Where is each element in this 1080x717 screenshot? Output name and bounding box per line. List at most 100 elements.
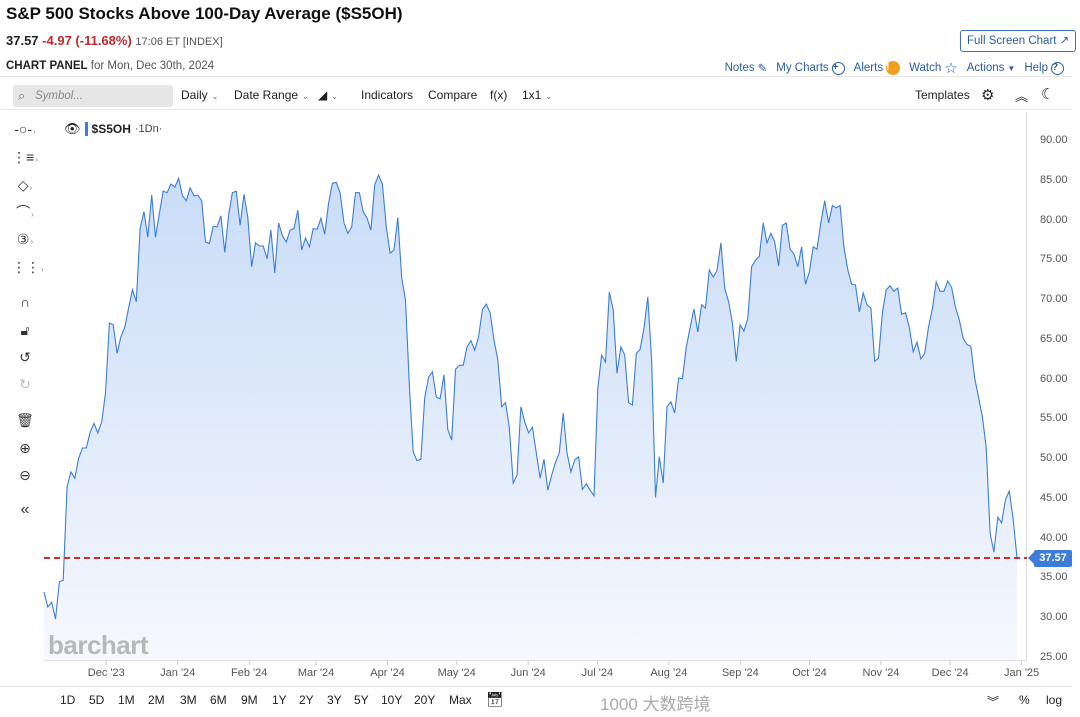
undo-icon[interactable]: ↺ [19, 349, 31, 365]
range-button-1y[interactable]: 1Y [272, 693, 287, 707]
chevron-down-icon: ⌄ [211, 92, 219, 101]
panel-title: CHART PANEL [6, 60, 88, 72]
x-tick-label: Nov '24 [862, 667, 900, 679]
legend-symbol: $S5OH [91, 122, 131, 136]
last-price: 37.57 [6, 33, 39, 48]
series-color-swatch [84, 122, 88, 136]
actions-menu[interactable]: Actions ▼ [967, 62, 1016, 74]
search-placeholder: Symbol... [35, 90, 83, 102]
range-button-1m[interactable]: 1M [118, 693, 135, 707]
range-button-10y[interactable]: 10Y [381, 693, 403, 707]
function-button[interactable]: f(x) [490, 88, 508, 102]
x-tick-label: Feb '24 [231, 667, 268, 679]
line-tool-icon[interactable]: -○-› [14, 121, 36, 137]
x-tick-label: May '24 [437, 667, 476, 679]
last-price-badge: 37.57 [1028, 549, 1072, 567]
range-button-5d[interactable]: 5D [89, 693, 105, 707]
eye-icon[interactable]: 👁︎ [64, 121, 81, 136]
chart-panel-label: CHART PANEL for Mon, Dec 30th, 2024 [6, 60, 214, 72]
legend-interval: ·1Dn· [134, 123, 163, 135]
notes-label: Notes [724, 62, 755, 74]
zoom-out-icon[interactable]: ⊖ [19, 467, 31, 483]
y-tick-label: 50.00 [1040, 452, 1068, 465]
templates-button[interactable]: Templates [915, 88, 970, 102]
fibonacci-tool-icon[interactable]: ⋮≡› [12, 149, 38, 165]
y-tick-label: 90.00 [1040, 134, 1068, 146]
page-title: S&P 500 Stocks Above 100-Day Average ($S… [6, 4, 403, 23]
indicators-button[interactable]: Indicators [361, 88, 414, 102]
alert-icon: ! [886, 61, 901, 75]
my-charts-link[interactable]: My Charts + [776, 61, 845, 75]
percent-toggle[interactable]: % [1019, 693, 1030, 707]
range-button-3m[interactable]: 3M [180, 693, 197, 707]
collapse-down-icon[interactable]: ︾ [987, 695, 1000, 709]
help-link[interactable]: Help? [1024, 61, 1064, 75]
x-tick-label: Dec '23 [87, 667, 125, 679]
edit-icon: ✎ [757, 63, 768, 75]
range-button-6m[interactable]: 6M [210, 693, 227, 707]
symbol-search-input[interactable]: ⌕ Symbol... [13, 85, 173, 107]
help-label: Help [1024, 62, 1048, 74]
annotation-tool-icon[interactable]: ③› [16, 231, 34, 247]
zoom-in-icon[interactable]: ⊕ [19, 440, 31, 456]
layout-label: 1x1 [522, 88, 542, 102]
search-icon: ⌕ [18, 88, 26, 103]
range-bar: 1D 5D 1M 2M 3M 6M 9M 1Y 2Y 3Y 5Y 10Y 20Y Max 📅︎ ︾ % l… [0, 686, 1072, 714]
chevron-down-icon: ⌄ [331, 92, 338, 101]
notes-link[interactable]: Notes ✎ [725, 61, 768, 75]
y-tick-label: 45.00 [1040, 491, 1068, 504]
x-tick-label: Oct '24 [792, 667, 827, 679]
arc-tool-icon[interactable]: ⌒› [16, 204, 34, 220]
x-tick-label: Apr '24 [370, 667, 405, 679]
y-tick-label: 25.00 [1040, 651, 1068, 663]
barchart-logo: barchart [48, 630, 149, 660]
trash-icon[interactable]: 🗑︎ [16, 412, 34, 428]
shape-tool-icon[interactable]: ◇› [17, 177, 33, 193]
y-tick-label: 60.00 [1040, 372, 1068, 385]
lock-icon[interactable]: 🔓︎ [20, 322, 30, 338]
plot-area[interactable] [44, 112, 1027, 661]
range-button-1d[interactable]: 1D [60, 693, 76, 707]
x-tick-label: Jul '24 [581, 667, 614, 679]
x-tick-label: Jun '24 [510, 667, 546, 679]
chart-type-dropdown[interactable]: ◢ ⌄ [318, 88, 338, 102]
pattern-tool-icon[interactable]: ⋮⋮› [12, 259, 44, 275]
y-tick-label: 75.00 [1040, 253, 1068, 266]
magnet-icon[interactable]: ∩ [19, 294, 31, 310]
dark-mode-moon-icon[interactable]: ☾ [1041, 86, 1055, 103]
question-icon: ? [1051, 61, 1064, 75]
range-button-3y[interactable]: 3Y [327, 693, 342, 707]
log-toggle[interactable]: log [1046, 693, 1063, 707]
chevron-down-icon: ⌄ [302, 92, 309, 101]
range-button-5y[interactable]: 5Y [354, 693, 369, 707]
x-tick-label: Jan '24 [160, 667, 196, 679]
interval-dropdown[interactable]: Daily ⌄ [181, 88, 218, 102]
range-button-2y[interactable]: 2Y [299, 693, 314, 707]
range-button-2m[interactable]: 2M [148, 693, 165, 707]
range-button-9m[interactable]: 9M [241, 693, 258, 707]
calendar-icon[interactable]: 📅︎ [486, 691, 504, 707]
collapse-up-icon[interactable]: ︽ [1015, 89, 1029, 104]
series-area-fill [44, 175, 1017, 660]
alerts-link[interactable]: Alerts! [853, 61, 901, 75]
date-range-dropdown[interactable]: Date Range ⌄ [234, 88, 309, 102]
x-tick-label: Dec '24 [931, 667, 969, 679]
alerts-label: Alerts [853, 62, 884, 74]
watch-link[interactable]: Watch ☆ [909, 59, 958, 77]
watermark: 1000 大数跨境 [600, 695, 711, 714]
divider [0, 76, 1072, 77]
redo-icon[interactable]: ↻ [19, 376, 31, 392]
y-tick-label: 80.00 [1040, 213, 1068, 226]
range-button-max[interactable]: Max [449, 693, 472, 707]
full-screen-chart-button[interactable]: Full Screen Chart ↗ [960, 30, 1077, 52]
my-charts-label: My Charts [776, 62, 829, 74]
range-button-20y[interactable]: 20Y [414, 693, 436, 707]
interval-label: Daily [181, 88, 208, 102]
quote-line: 37.57 -4.97 (-11.68%) 17:06 ET [INDEX] [6, 33, 223, 48]
actions-label: Actions [966, 62, 1005, 74]
layout-dropdown[interactable]: 1x1 ⌄ [522, 88, 552, 102]
compare-button[interactable]: Compare [428, 88, 478, 102]
collapse-left-icon[interactable]: « [20, 501, 30, 518]
gear-icon[interactable]: ⚙ [981, 87, 995, 104]
